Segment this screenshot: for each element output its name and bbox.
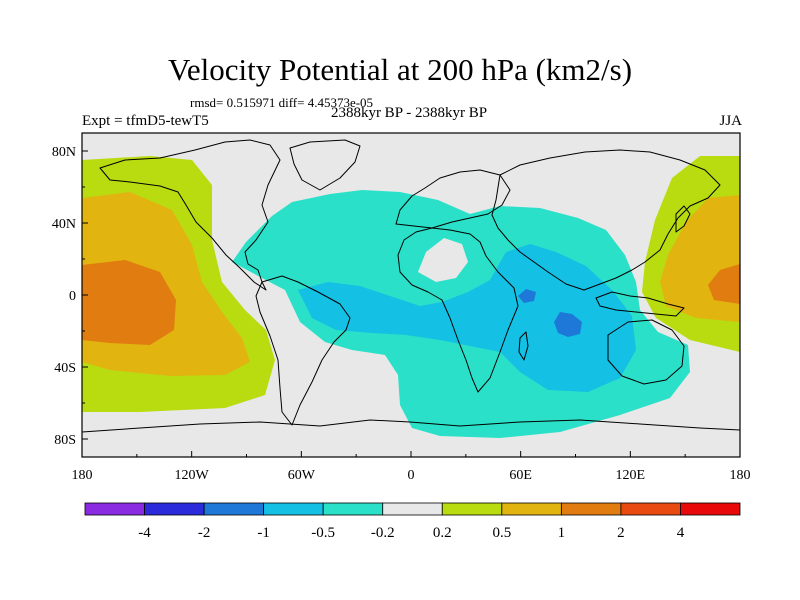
europe-africa-outline xyxy=(395,169,519,393)
colorbar-label: 2 xyxy=(617,525,625,541)
y-tick-label: 40N xyxy=(52,217,76,232)
y-tick-label: 80N xyxy=(52,145,76,160)
x-tick-label: 60E xyxy=(509,468,532,483)
x-tick-label: 120E xyxy=(616,468,646,483)
positive-region-strong-west xyxy=(82,260,176,345)
y-tick-label: 40S xyxy=(54,361,76,376)
x-tick-label: 180 xyxy=(72,468,93,483)
colorbar-swatch xyxy=(144,502,205,516)
colorbar-swatch xyxy=(382,502,443,516)
colorbar-label: 0.2 xyxy=(433,525,452,541)
coastlines xyxy=(82,139,740,433)
colorbar: -4 -2 -1 -0.5 -0.2 0.2 0.5 1 2 4 xyxy=(84,502,741,541)
madagascar-outline xyxy=(518,331,529,361)
colorbar-swatch xyxy=(203,502,265,516)
japan-outline xyxy=(675,205,691,233)
x-tick-label: 0 xyxy=(408,468,415,483)
colorbar-swatch xyxy=(322,502,384,516)
colorbar-label: 4 xyxy=(677,525,685,541)
antarctica-outline xyxy=(82,419,740,433)
colorbar-label: -4 xyxy=(138,525,151,541)
colorbar-swatch xyxy=(263,502,324,516)
negative-region-strong-east xyxy=(554,312,582,337)
y-axis: 80N 40N 0 40S 80S xyxy=(52,145,88,448)
stats-label: rmsd= 0.515971 diff= 4.45373e-05 xyxy=(190,95,374,110)
colorbar-label: -1 xyxy=(257,525,270,541)
colorbar-label: -0.2 xyxy=(371,525,395,541)
colorbar-label: 0.5 xyxy=(492,525,511,541)
negative-region-strong-west xyxy=(518,289,536,303)
colorbar-label: 1 xyxy=(558,525,566,541)
colorbar-swatch xyxy=(84,502,145,516)
y-tick-label: 80S xyxy=(54,433,76,448)
negative-region-mid xyxy=(298,244,636,392)
period-label: 2388kyr BP - 2388kyr BP xyxy=(330,105,488,121)
colorbar-label: -2 xyxy=(198,525,211,541)
asia-outline xyxy=(491,149,721,291)
positive-region-strong-east xyxy=(708,264,740,304)
colorbar-swatch xyxy=(560,502,622,516)
colorbar-swatch xyxy=(680,502,741,516)
x-tick-label: 120W xyxy=(175,468,210,483)
australia-outline xyxy=(607,319,685,385)
greenland-outline xyxy=(289,139,361,191)
colorbar-swatch xyxy=(501,502,562,516)
colorbar-swatch xyxy=(441,502,503,516)
experiment-label: Expt = tfmD5-tewT5 xyxy=(82,113,209,129)
north-america-outline xyxy=(99,139,281,291)
colorbar-label: -0.5 xyxy=(311,525,335,541)
x-tick-label: 180 xyxy=(730,468,751,483)
y-tick-label: 0 xyxy=(69,289,76,304)
season-label: JJA xyxy=(719,113,742,129)
maritime-continent-outline xyxy=(595,291,685,317)
map-plot-area xyxy=(82,133,740,457)
south-america-outline xyxy=(255,275,351,426)
plot-title: Velocity Potential at 200 hPa (km2/s) xyxy=(167,52,633,87)
x-tick-label: 60W xyxy=(288,468,316,483)
x-axis: 180 120W 60W 0 60E 120E 180 xyxy=(72,451,751,483)
colorbar-swatch xyxy=(620,502,681,516)
neutral-hole-sahara xyxy=(418,238,468,282)
